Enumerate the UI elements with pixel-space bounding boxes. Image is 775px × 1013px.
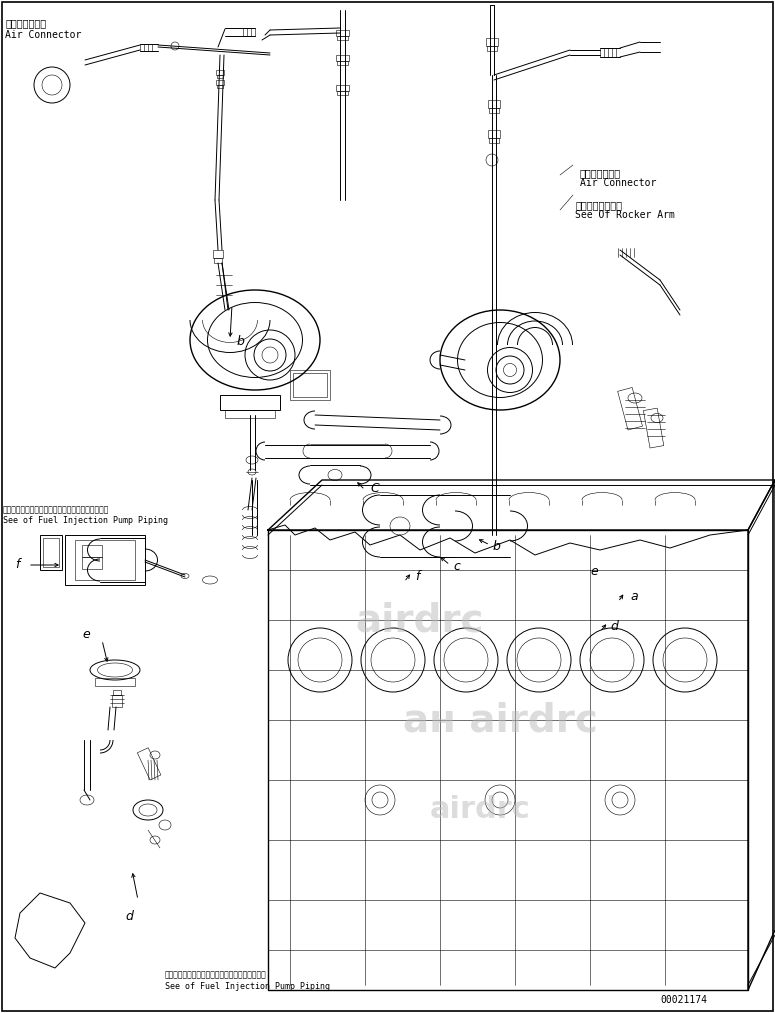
Bar [488, 130, 500, 138]
Bar [213, 250, 223, 258]
Bar [489, 138, 499, 143]
Text: e: e [590, 565, 598, 578]
Bar [217, 75, 223, 78]
Text: b: b [237, 335, 245, 348]
Text: ロッカアーム参照: ロッカアーム参照 [575, 200, 622, 210]
Text: d: d [610, 620, 618, 633]
Text: ан airdrc: ан airdrc [402, 701, 598, 739]
Bar [112, 695, 122, 707]
Bar [290, 370, 330, 400]
Bar [336, 55, 349, 61]
Bar [82, 557, 102, 569]
Bar [65, 535, 145, 585]
Bar [137, 748, 161, 780]
Text: f: f [415, 570, 419, 583]
Bar [216, 70, 224, 75]
Text: d: d [125, 910, 133, 923]
Text: C: C [370, 482, 379, 495]
Bar [216, 80, 224, 85]
Text: See Of Rocker Arm: See Of Rocker Arm [575, 210, 675, 220]
Bar [217, 85, 223, 88]
Text: エアーコネクタ: エアーコネクタ [5, 18, 46, 28]
Text: See of Fuel Injection Pump Piping: See of Fuel Injection Pump Piping [3, 516, 168, 525]
Bar [214, 258, 222, 263]
Text: 00021174: 00021174 [660, 995, 707, 1005]
Bar [225, 410, 275, 418]
Bar [487, 46, 497, 51]
Text: フェエルインジェクションポンプパイピング参照: フェエルインジェクションポンプパイピング参照 [165, 970, 267, 979]
Bar [336, 30, 349, 36]
Bar [486, 38, 498, 46]
Text: See of Fuel Injection Pump Piping: See of Fuel Injection Pump Piping [165, 982, 330, 991]
Text: airdrc: airdrc [429, 795, 530, 825]
Bar [40, 535, 62, 570]
Bar [337, 61, 348, 65]
Text: Air Connector: Air Connector [580, 178, 656, 188]
Text: b: b [493, 540, 501, 553]
Bar [220, 395, 280, 410]
Bar [336, 85, 349, 91]
Text: フェエルインジェクションポンプパイピング参照＞: フェエルインジェクションポンプパイピング参照＞ [3, 505, 109, 514]
Bar [75, 540, 135, 580]
Bar [643, 408, 663, 448]
Text: Air Connector: Air Connector [5, 30, 81, 40]
Text: c: c [453, 560, 460, 573]
Bar [113, 690, 121, 695]
Bar [43, 538, 59, 567]
Bar [293, 373, 327, 397]
Bar [337, 36, 348, 40]
Bar [489, 108, 499, 113]
Bar [337, 91, 348, 95]
Bar [488, 100, 500, 108]
Bar [618, 388, 642, 430]
Text: e: e [82, 628, 90, 641]
Text: f: f [15, 558, 19, 571]
Bar [82, 545, 102, 557]
Text: エアーコネクタ: エアーコネクタ [580, 168, 621, 178]
Text: a: a [630, 590, 638, 603]
Text: airdrc: airdrc [356, 601, 484, 639]
Bar [95, 678, 135, 686]
